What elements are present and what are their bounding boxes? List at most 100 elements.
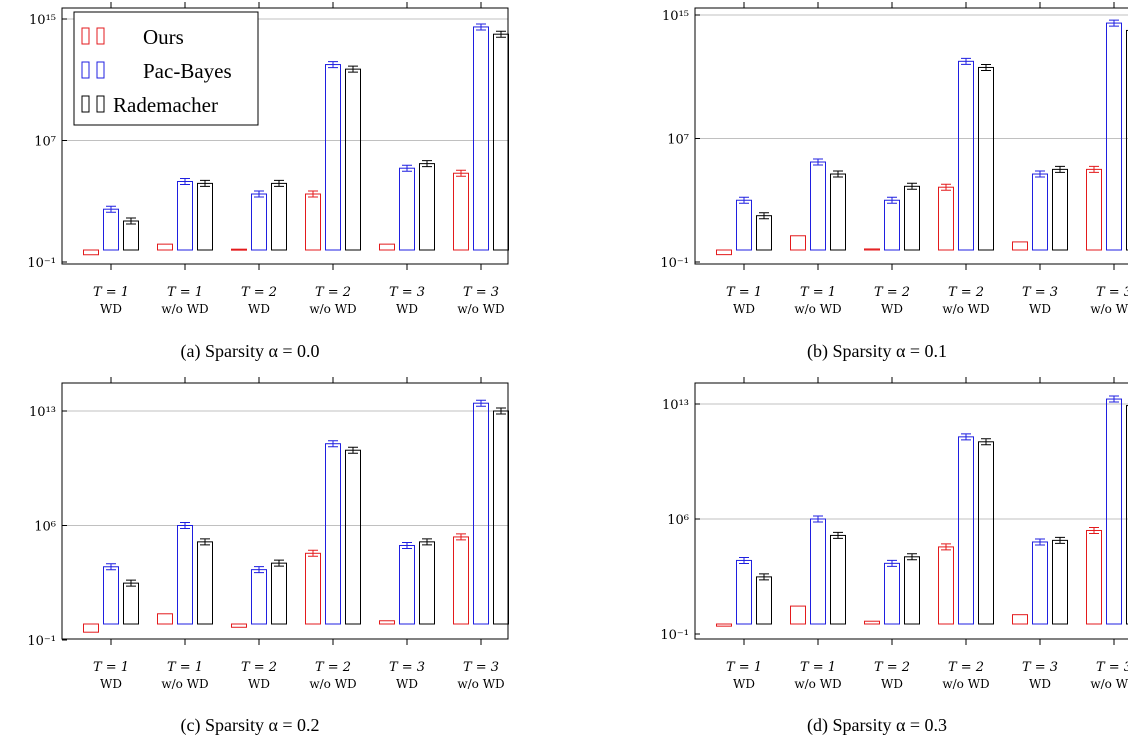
error-bar xyxy=(106,563,116,571)
bar-rademacher-6 xyxy=(1126,29,1128,251)
error-bar xyxy=(476,399,486,407)
bar-ours-4 xyxy=(938,186,954,251)
error-bar xyxy=(887,196,897,204)
x-tick-label: T = 3 xyxy=(1096,660,1128,675)
bar-rademacher-1 xyxy=(123,582,139,625)
error-bar xyxy=(308,190,318,198)
bar-rademacher-4 xyxy=(345,449,361,625)
x-tick-label: T = 3 xyxy=(1096,285,1128,300)
bar-rademacher-2 xyxy=(197,541,213,625)
x-tick-sublabel: w/o WD xyxy=(457,677,504,691)
x-tick-sublabel: w/o WD xyxy=(309,677,356,691)
chart-caption: (c) Sparsity α = 0.2 xyxy=(180,715,319,736)
y-tick-label: 10¹⁵ xyxy=(29,13,56,28)
y-tick-label: 10⁶ xyxy=(34,520,56,535)
error-bar xyxy=(907,182,917,190)
bar-ours-1 xyxy=(716,249,732,256)
x-tick-label: T = 1 xyxy=(800,660,836,675)
error-bar xyxy=(941,543,951,551)
axis-frame xyxy=(694,382,1128,640)
chart-panel-2: 10⁻¹ 10⁷ 10¹⁵ T = 1 WD T = 1 w/o WD T = 2 WD T = … xyxy=(660,2,1128,362)
bar-ours-3 xyxy=(864,620,880,625)
bar-rademacher-3 xyxy=(271,562,287,625)
bar-pac-bayes-1 xyxy=(736,199,752,251)
x-tick-sublabel: w/o WD xyxy=(794,302,841,316)
bar-ours-2 xyxy=(790,235,806,251)
bar-ours-3 xyxy=(864,248,880,251)
x-tick-sublabel: WD xyxy=(248,677,270,691)
x-tick-label: T = 3 xyxy=(1022,285,1058,300)
chart-panel-3: 10⁻¹ 10⁶ 10¹³ T = 1 WD T = 1 w/o WD T = 2 WD T = … xyxy=(27,377,509,736)
legend-swatch xyxy=(96,95,105,113)
x-tick-sublabel: w/o WD xyxy=(942,677,989,691)
bar-ours-5 xyxy=(1012,614,1028,625)
x-tick-label: T = 2 xyxy=(948,285,984,300)
bar-rademacher-4 xyxy=(978,441,994,625)
x-tick-label: T = 1 xyxy=(726,285,762,300)
x-tick-sublabel: w/o WD xyxy=(794,677,841,691)
y-tick-label: 10¹⁵ xyxy=(662,9,689,24)
error-bar xyxy=(833,531,843,539)
bar-ours-4 xyxy=(305,193,321,251)
legend-box xyxy=(73,11,259,126)
error-bar xyxy=(1055,536,1065,544)
y-tick-label: 10¹³ xyxy=(662,398,689,413)
chart-caption: (a) Sparsity α = 0.0 xyxy=(180,341,319,362)
bar-pac-bayes-5 xyxy=(1032,173,1048,251)
bar-ours-3 xyxy=(231,623,247,628)
error-bar xyxy=(496,30,506,38)
error-bar xyxy=(106,205,116,213)
error-bar xyxy=(813,515,823,523)
error-bar xyxy=(1055,165,1065,173)
bar-pac-bayes-4 xyxy=(325,64,341,251)
x-tick-label: T = 2 xyxy=(874,660,910,675)
legend: Ours Pac-Bayes Rademacher xyxy=(73,11,259,126)
legend-swatch xyxy=(81,61,90,79)
bar-ours-1 xyxy=(83,623,99,633)
x-tick-sublabel: WD xyxy=(733,302,755,316)
bar-rademacher-4 xyxy=(978,66,994,251)
axis-frame xyxy=(694,7,1128,265)
bar-pac-bayes-3 xyxy=(884,199,900,251)
bar-ours-5 xyxy=(379,620,395,625)
x-tick-sublabel: WD xyxy=(1029,677,1051,691)
bar-pac-bayes-4 xyxy=(958,60,974,251)
bar-ours-6 xyxy=(453,536,469,625)
bar-pac-bayes-4 xyxy=(958,436,974,625)
bar-rademacher-3 xyxy=(904,556,920,625)
error-bar xyxy=(981,438,991,446)
error-bar xyxy=(328,440,338,448)
x-tick-sublabel: w/o WD xyxy=(1090,302,1128,316)
bar-pac-bayes-5 xyxy=(399,544,415,625)
bar-pac-bayes-2 xyxy=(177,525,193,625)
bar-ours-6 xyxy=(1086,168,1102,251)
bar-pac-bayes-1 xyxy=(103,566,119,625)
bar-rademacher-3 xyxy=(904,185,920,251)
x-tick-label: T = 3 xyxy=(389,660,425,675)
error-bar xyxy=(739,556,749,564)
bar-ours-6 xyxy=(453,172,469,251)
error-bar xyxy=(833,170,843,178)
bar-pac-bayes-2 xyxy=(177,180,193,251)
x-tick-label: T = 1 xyxy=(93,285,129,300)
x-tick-label: T = 1 xyxy=(167,660,203,675)
bar-rademacher-2 xyxy=(830,173,846,251)
x-tick-sublabel: WD xyxy=(1029,302,1051,316)
x-tick-sublabel: WD xyxy=(100,677,122,691)
x-tick-label: T = 1 xyxy=(167,285,203,300)
error-bar xyxy=(456,169,466,177)
x-tick-sublabel: w/o WD xyxy=(309,302,356,316)
x-tick-label: T = 2 xyxy=(315,660,351,675)
bar-rademacher-3 xyxy=(271,182,287,251)
error-bar xyxy=(1035,538,1045,546)
error-bar xyxy=(422,538,432,546)
bar-rademacher-2 xyxy=(197,182,213,251)
legend-entry: Ours xyxy=(143,25,184,49)
chart-caption: (b) Sparsity α = 0.1 xyxy=(807,341,947,362)
legend-entry: Pac-Bayes xyxy=(143,59,232,83)
legend-entry: Rademacher xyxy=(113,93,218,117)
x-tick-sublabel: WD xyxy=(396,677,418,691)
bar-ours-1 xyxy=(83,249,99,256)
y-tick-label: 10⁻¹ xyxy=(27,634,56,649)
